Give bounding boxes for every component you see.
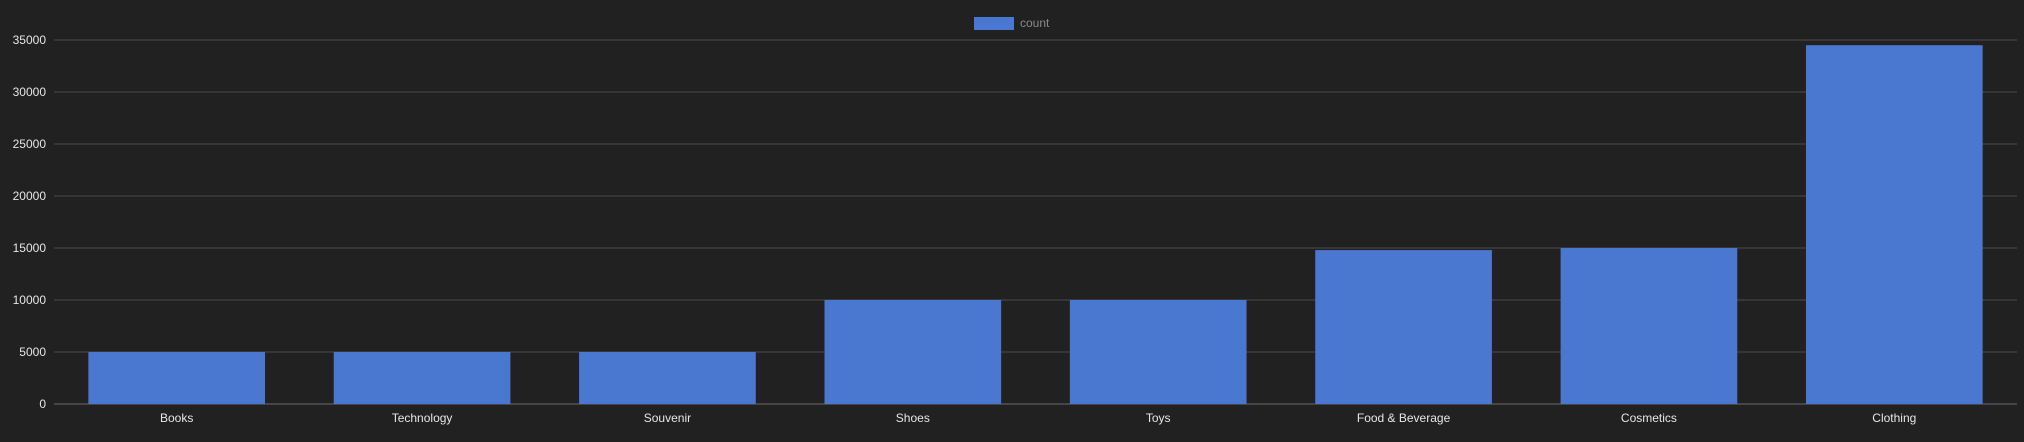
y-tick-label: 0 bbox=[39, 397, 46, 411]
bar-cosmetics[interactable] bbox=[1560, 248, 1738, 404]
legend-label[interactable]: count bbox=[1020, 16, 1050, 30]
y-tick-label: 10000 bbox=[13, 293, 47, 307]
y-tick-label: 5000 bbox=[19, 345, 46, 359]
bar-shoes[interactable] bbox=[824, 300, 1002, 404]
x-tick-label: Clothing bbox=[1872, 411, 1916, 425]
x-tick-label: Books bbox=[160, 411, 193, 425]
bar-clothing[interactable] bbox=[1805, 45, 1983, 404]
y-tick-label: 15000 bbox=[13, 241, 47, 255]
bar-souvenir[interactable] bbox=[579, 352, 756, 404]
bar-technology[interactable] bbox=[333, 352, 511, 404]
x-tick-label: Toys bbox=[1146, 411, 1171, 425]
legend[interactable]: count bbox=[974, 16, 1050, 30]
x-tick-label: Technology bbox=[392, 411, 453, 425]
bars bbox=[88, 45, 1983, 404]
bar-books[interactable] bbox=[88, 352, 266, 404]
x-tick-label: Shoes bbox=[896, 411, 930, 425]
y-tick-label: 20000 bbox=[13, 189, 47, 203]
bar-toys[interactable] bbox=[1069, 300, 1247, 404]
x-tick-label: Souvenir bbox=[644, 411, 691, 425]
legend-swatch[interactable] bbox=[974, 17, 1014, 30]
x-tick-label: Cosmetics bbox=[1621, 411, 1677, 425]
y-axis-ticks: 0 5000 10000 15000 20000 25000 30000 35000 bbox=[13, 33, 47, 411]
y-tick-label: 35000 bbox=[13, 33, 47, 47]
y-tick-label: 30000 bbox=[13, 85, 47, 99]
x-axis-ticks: Books Technology Souvenir Shoes Toys Food & B… bbox=[160, 411, 1916, 425]
y-tick-label: 25000 bbox=[13, 137, 47, 151]
x-tick-label: Food & Beverage bbox=[1357, 411, 1451, 425]
bar-food-beverage[interactable] bbox=[1315, 250, 1492, 404]
